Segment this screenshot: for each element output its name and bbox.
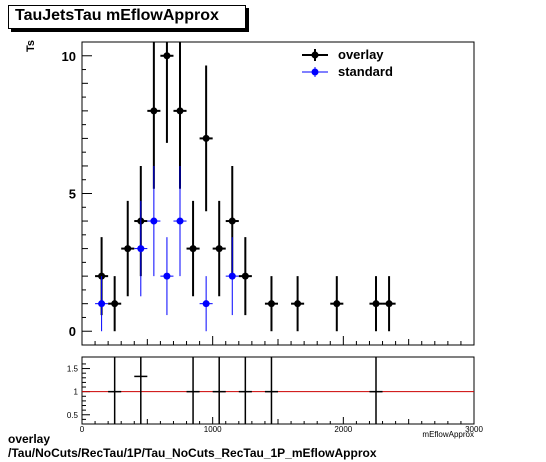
y-tick-label: 10 <box>62 49 76 64</box>
data-point-overlay <box>176 107 184 115</box>
series-standard <box>95 165 239 332</box>
ratio-x-tick-label: 1000 <box>204 425 222 434</box>
y-axis-label: Ts <box>25 40 37 52</box>
legend-entry-standard: standard <box>302 64 393 79</box>
footer-line-2: /Tau/NoCuts/RecTau/1P/Tau_NoCuts_RecTau_… <box>8 446 377 460</box>
main-data-marks <box>95 42 396 332</box>
ratio-x-tick-label: 3000 <box>465 425 483 434</box>
main-axes: 0 5 10 <box>62 49 475 345</box>
ratio-y-tick-label: 0.5 <box>67 411 79 420</box>
data-point-overlay <box>163 52 171 60</box>
data-point-overlay <box>333 300 341 308</box>
legend-entry-overlay: overlay <box>302 47 384 62</box>
data-point-overlay <box>215 245 223 253</box>
legend-label-standard: standard <box>338 64 393 79</box>
ratio-y-tick-label: 1.5 <box>67 365 79 374</box>
data-point-overlay <box>267 300 275 308</box>
data-point-overlay <box>189 245 197 253</box>
ratio-y-tick-label: 1 <box>74 388 79 397</box>
data-point-standard <box>176 217 184 225</box>
legend: overlay standard <box>302 47 393 79</box>
ratio-x-tick-label: 2000 <box>334 425 352 434</box>
ratio-x-tick-label: 0 <box>80 425 85 434</box>
data-point-standard <box>137 245 145 253</box>
data-point-overlay <box>202 134 210 142</box>
footer-line-1: overlay <box>8 432 51 446</box>
y-tick-label: 5 <box>69 187 76 202</box>
data-point-overlay <box>372 300 380 308</box>
data-point-standard <box>228 272 236 280</box>
x-axis-label: mEflowApprox <box>422 430 474 439</box>
chart-title: TauJetsTau mEflowApprox <box>15 7 219 24</box>
data-point-standard <box>98 300 106 308</box>
ratio-data-marks <box>108 357 383 424</box>
chart-title-box: TauJetsTau mEflowApprox <box>8 5 246 29</box>
data-point-overlay <box>294 300 302 308</box>
data-point-standard <box>163 272 171 280</box>
series-overlay <box>95 42 396 332</box>
ratio-axes: 0.5 1 1.5 0 1000 2000 3000 <box>67 363 483 434</box>
data-point-overlay <box>241 272 249 280</box>
data-point-overlay <box>228 217 236 225</box>
y-tick-label: 0 <box>69 324 76 339</box>
data-point-overlay <box>385 300 393 308</box>
data-point-standard <box>202 300 210 308</box>
data-point-overlay <box>124 245 132 253</box>
data-point-overlay <box>150 107 158 115</box>
data-point-overlay <box>111 300 119 308</box>
legend-label-overlay: overlay <box>338 47 384 62</box>
data-point-standard <box>150 217 158 225</box>
